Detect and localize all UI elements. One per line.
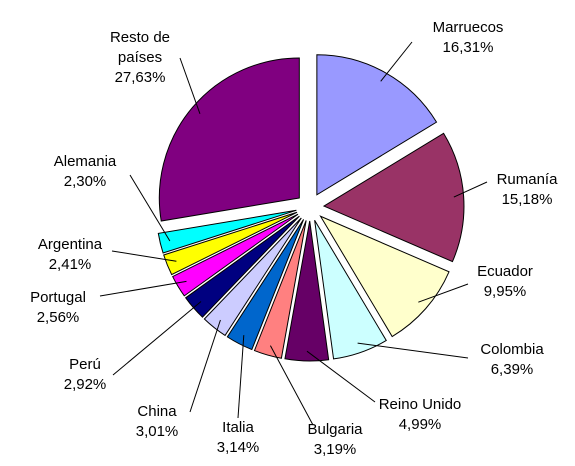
leader-line — [111, 250, 177, 262]
pie-slice — [171, 213, 299, 297]
leader-line — [418, 283, 469, 303]
pie-slice — [314, 219, 387, 360]
leader-line — [453, 181, 488, 198]
slice-label: Marruecos 16,31% — [433, 18, 504, 58]
pie-slice — [322, 132, 465, 263]
value-label: 4,99% — [398, 416, 442, 433]
category-label: Perú — [69, 356, 101, 373]
leader-line — [189, 319, 221, 413]
value-label: 9,95% — [483, 283, 527, 300]
category-label: China — [137, 403, 177, 420]
value-label: 6,39% — [490, 361, 534, 378]
category-label: Argentina — [37, 236, 103, 253]
slice-label: Resto de países 27,63% — [100, 28, 180, 88]
value-label: 2,56% — [36, 309, 80, 326]
leader-line — [306, 350, 376, 403]
leader-line — [237, 335, 245, 419]
pie-slice — [253, 220, 307, 359]
pie-slice — [203, 217, 302, 337]
leader-line — [112, 301, 202, 376]
slice-label: Rumanía 15,18% — [497, 170, 558, 210]
leader-line — [179, 57, 201, 114]
category-label: Colombia — [480, 341, 544, 358]
category-label: Portugal — [30, 289, 86, 306]
slice-label: Alemania 2,30% — [54, 152, 117, 192]
category-label: Marruecos — [432, 19, 504, 36]
value-label: 15,18% — [501, 191, 553, 208]
slice-label: Perú 2,92% — [64, 355, 107, 395]
slice-label: Argentina 2,41% — [38, 235, 102, 275]
category-label: Reino Unido — [378, 396, 462, 413]
leader-line — [269, 345, 314, 426]
value-label: 2,41% — [48, 256, 92, 273]
category-label: Resto de países — [109, 29, 171, 66]
pie-slice — [158, 57, 300, 222]
category-label: Ecuador — [477, 263, 533, 280]
category-label: Italia — [222, 419, 254, 436]
slice-label: China 3,01% — [136, 402, 179, 442]
value-label: 2,92% — [63, 376, 107, 393]
slice-label: Colombia 6,39% — [480, 340, 543, 380]
leader-line — [129, 174, 171, 242]
value-label: 3,19% — [313, 441, 357, 458]
pie-slice — [163, 211, 298, 276]
value-label: 27,63% — [114, 69, 166, 86]
category-label: Bulgaria — [307, 421, 363, 438]
slice-label: Ecuador 9,95% — [477, 262, 533, 302]
slice-label: Bulgaria 3,19% — [307, 420, 362, 460]
pie-slice — [226, 219, 305, 351]
pie-slice — [157, 209, 297, 254]
value-label: 16,31% — [442, 39, 494, 56]
leader-line — [357, 342, 469, 359]
value-label: 2,30% — [63, 173, 107, 190]
pie-slice — [316, 54, 438, 196]
pie-slice — [284, 220, 330, 362]
value-label: 3,14% — [216, 439, 260, 456]
leader-line — [99, 280, 187, 297]
slice-label: Portugal 2,56% — [30, 288, 86, 328]
slice-label: Reino Unido 4,99% — [379, 395, 462, 435]
value-label: 3,01% — [135, 423, 179, 440]
category-label: Alemania — [53, 153, 117, 170]
category-label: Rumanía — [496, 171, 558, 188]
slice-label: Italia 3,14% — [217, 418, 260, 458]
leader-line — [380, 41, 413, 82]
pie-slice — [319, 215, 450, 338]
